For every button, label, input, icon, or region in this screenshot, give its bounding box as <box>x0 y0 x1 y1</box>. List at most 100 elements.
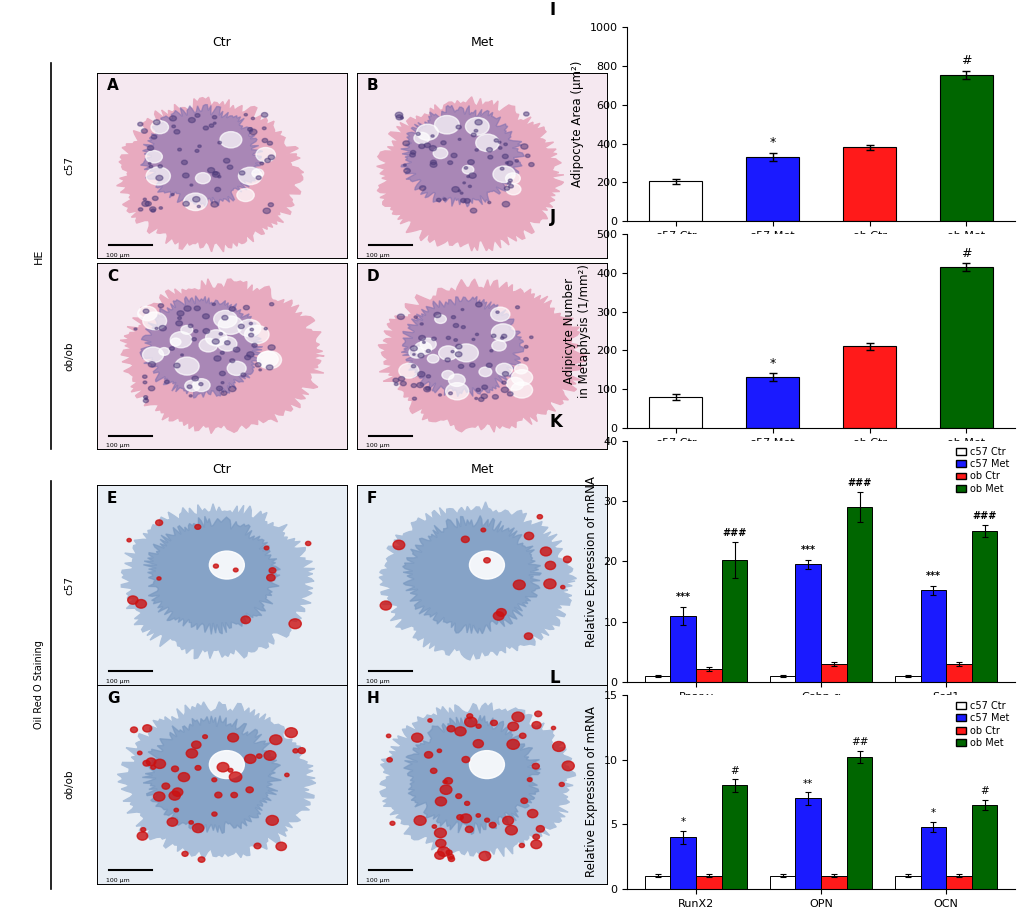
Circle shape <box>172 788 182 796</box>
Circle shape <box>489 823 495 828</box>
Circle shape <box>507 722 518 731</box>
Polygon shape <box>400 297 524 396</box>
Legend: c57 Ctr, c57 Met, ob Ctr, ob Met: c57 Ctr, c57 Met, ob Ctr, ob Met <box>952 443 1012 498</box>
Polygon shape <box>379 502 576 660</box>
Circle shape <box>256 176 261 180</box>
Circle shape <box>186 749 198 758</box>
Circle shape <box>467 176 469 178</box>
Circle shape <box>414 815 426 825</box>
Circle shape <box>475 333 478 336</box>
Circle shape <box>254 844 261 849</box>
Circle shape <box>227 361 246 375</box>
Circle shape <box>447 161 452 164</box>
Circle shape <box>250 129 257 135</box>
Circle shape <box>460 192 463 194</box>
Circle shape <box>174 357 199 375</box>
Circle shape <box>212 339 219 344</box>
Circle shape <box>229 359 234 363</box>
Text: ***: *** <box>676 592 690 602</box>
Text: *: * <box>768 136 775 150</box>
Circle shape <box>426 349 430 353</box>
Bar <box>894 676 919 682</box>
Circle shape <box>527 778 532 782</box>
Circle shape <box>199 383 203 385</box>
Circle shape <box>298 747 305 754</box>
Text: HE: HE <box>34 249 44 264</box>
Text: *: * <box>768 356 775 370</box>
Circle shape <box>206 330 227 346</box>
Circle shape <box>416 124 438 141</box>
Circle shape <box>193 824 204 833</box>
Circle shape <box>264 546 269 550</box>
Circle shape <box>171 193 174 196</box>
Circle shape <box>137 832 148 840</box>
Circle shape <box>258 351 281 369</box>
Circle shape <box>244 306 249 310</box>
Circle shape <box>139 208 143 211</box>
Circle shape <box>171 766 178 772</box>
Circle shape <box>525 154 530 158</box>
Circle shape <box>233 347 239 352</box>
Circle shape <box>515 160 518 162</box>
Bar <box>919 590 946 682</box>
Circle shape <box>148 146 154 151</box>
Circle shape <box>227 165 232 170</box>
Circle shape <box>476 724 481 728</box>
Circle shape <box>434 828 446 838</box>
Circle shape <box>487 155 492 159</box>
Circle shape <box>189 324 193 327</box>
Circle shape <box>529 336 533 338</box>
Circle shape <box>503 186 510 190</box>
Circle shape <box>214 356 221 361</box>
Text: **: ** <box>802 779 812 789</box>
Y-axis label: Relative Expression of mRNA: Relative Expression of mRNA <box>584 476 597 647</box>
Circle shape <box>149 386 155 391</box>
Circle shape <box>143 381 147 384</box>
Circle shape <box>146 151 162 163</box>
Circle shape <box>217 763 228 772</box>
Text: G: G <box>107 691 119 706</box>
Circle shape <box>245 326 269 344</box>
Circle shape <box>143 198 147 200</box>
Circle shape <box>450 350 453 353</box>
Circle shape <box>481 385 487 389</box>
Circle shape <box>239 171 245 175</box>
Circle shape <box>223 159 229 163</box>
Circle shape <box>404 169 410 173</box>
Circle shape <box>448 392 452 395</box>
Text: Oil Red O Staining: Oil Red O Staining <box>34 640 44 729</box>
Circle shape <box>267 141 272 145</box>
Circle shape <box>446 336 450 339</box>
Circle shape <box>195 524 201 530</box>
Text: 100 μm: 100 μm <box>366 678 389 684</box>
Circle shape <box>380 601 391 610</box>
Circle shape <box>288 619 301 629</box>
Circle shape <box>268 203 273 207</box>
Y-axis label: Relative Expression of mRNA: Relative Expression of mRNA <box>585 707 597 877</box>
Circle shape <box>169 116 176 121</box>
Circle shape <box>245 356 251 360</box>
Bar <box>919 827 946 889</box>
Circle shape <box>262 139 267 142</box>
Circle shape <box>536 825 544 832</box>
Circle shape <box>154 792 165 801</box>
Circle shape <box>244 113 248 116</box>
Circle shape <box>141 827 146 832</box>
Circle shape <box>183 193 207 210</box>
Circle shape <box>193 197 200 202</box>
Circle shape <box>430 160 436 164</box>
Circle shape <box>492 395 498 399</box>
Circle shape <box>523 357 528 361</box>
Circle shape <box>266 815 278 825</box>
Circle shape <box>192 376 199 381</box>
Circle shape <box>247 352 254 357</box>
Circle shape <box>394 383 397 385</box>
Circle shape <box>262 127 266 130</box>
Circle shape <box>498 147 501 150</box>
Circle shape <box>465 118 489 135</box>
Circle shape <box>453 338 458 341</box>
Circle shape <box>143 312 166 330</box>
Circle shape <box>434 852 444 859</box>
Circle shape <box>532 834 539 840</box>
Circle shape <box>228 768 232 772</box>
